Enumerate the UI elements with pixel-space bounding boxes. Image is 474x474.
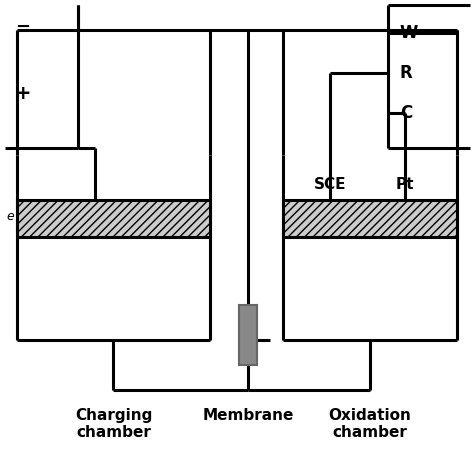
Text: Charging
chamber: Charging chamber: [75, 408, 152, 440]
Bar: [283, 200, 457, 237]
Text: −: −: [15, 18, 30, 36]
Text: SCE: SCE: [314, 177, 346, 192]
Bar: [239, 305, 257, 365]
Text: R: R: [400, 64, 413, 82]
Bar: [17, 200, 210, 237]
Text: Oxidation
chamber: Oxidation chamber: [328, 408, 411, 440]
Text: Pt: Pt: [396, 177, 414, 192]
Text: +: +: [15, 83, 31, 102]
Text: W: W: [400, 24, 419, 42]
Text: e: e: [6, 210, 14, 224]
Text: Membrane: Membrane: [202, 408, 294, 423]
Text: C: C: [400, 104, 412, 122]
